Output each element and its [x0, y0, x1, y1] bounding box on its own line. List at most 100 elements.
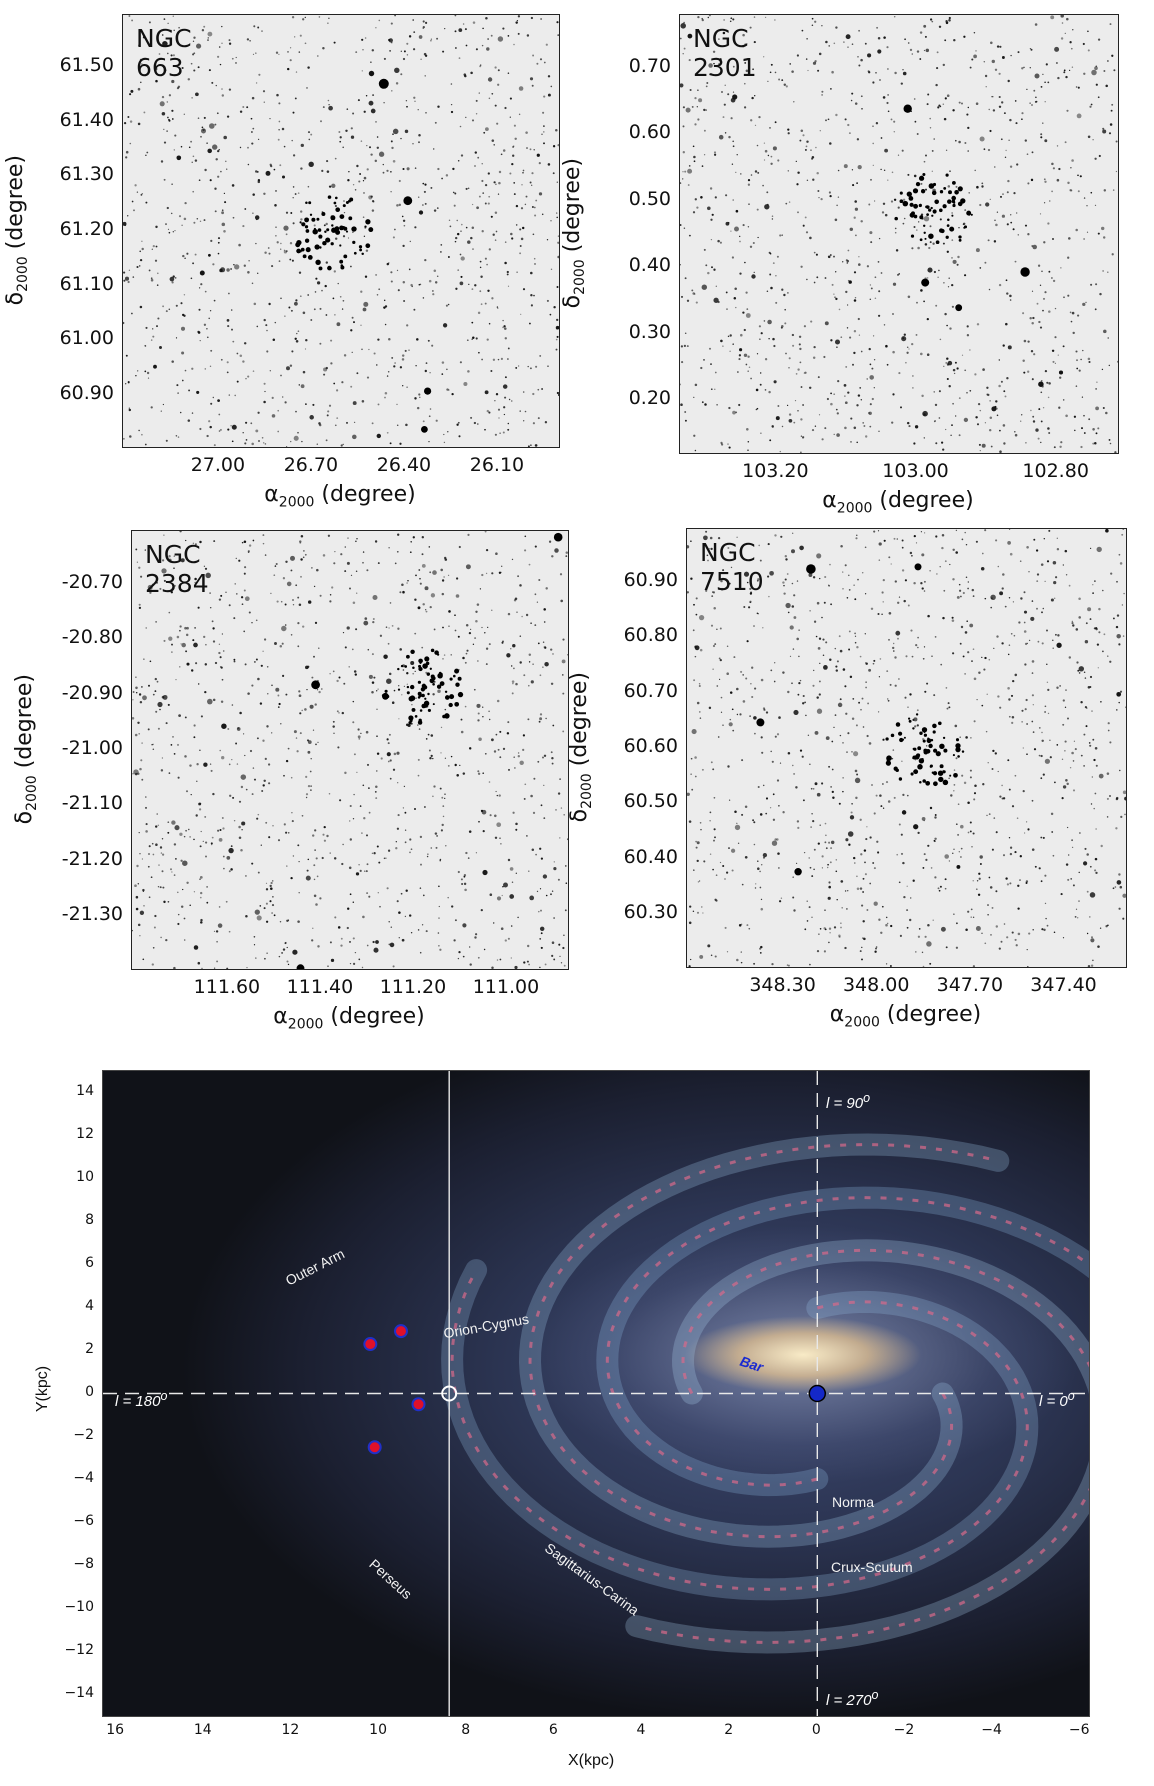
ra-tick-label: 26.70: [283, 454, 339, 476]
dec-tick-label: -21.10: [61, 792, 123, 815]
galaxy-x-tick-label: 2: [724, 1722, 734, 1738]
dec-tick-label: 61.10: [59, 272, 114, 295]
galaxy-x-tick-label: 12: [281, 1722, 300, 1738]
dec-tick-label: 0.20: [628, 387, 671, 410]
arm-star-forming-regions: [605, 1196, 1089, 1487]
dec-tick-label: 0.70: [628, 54, 671, 77]
dec-tick-label: 60.40: [623, 845, 678, 868]
dec-tick-label: -21.30: [61, 903, 123, 926]
arm-star-forming-regions: [635, 1248, 1089, 1645]
dec-tick-label: 0.50: [628, 187, 671, 210]
galaxy-x-tick-label: 0: [811, 1722, 821, 1738]
cluster-name: NGC 2384: [145, 540, 209, 598]
cluster-point: [363, 1337, 378, 1352]
galaxy-y-tick-label: 12: [76, 1125, 94, 1142]
ra-tick-label: 111.40: [286, 976, 354, 998]
galaxy-map-plot: [103, 1071, 1089, 1716]
ra-axis-label: α2000 (degree): [273, 1004, 425, 1033]
arm-star-forming-regions: [450, 1269, 1029, 1591]
galaxy-x-tick-label: 10: [369, 1722, 387, 1738]
dec-tick-label: 60.90: [59, 382, 114, 405]
ra-tick-label: 348.30: [749, 974, 816, 996]
galaxy-y-tick-label: 14: [76, 1082, 94, 1099]
dec-tick-label: 61.00: [59, 327, 114, 350]
galaxy-y-tick-label: −14: [64, 1684, 94, 1701]
star-field: [687, 529, 1126, 967]
galaxy-x-tick-label: 16: [106, 1722, 125, 1738]
star-field: [132, 531, 568, 969]
dec-tick-label: -20.70: [61, 570, 123, 593]
galaxy-x-tick-label: 8: [461, 1722, 471, 1738]
cluster-image: [686, 528, 1127, 968]
cluster-point: [367, 1440, 382, 1455]
ra-tick-label: 111.60: [193, 976, 261, 998]
arm-star-forming-regions: [528, 1142, 999, 1539]
cluster-point: [393, 1324, 408, 1339]
ra-axis-label: α2000 (degree): [822, 488, 974, 517]
ra-tick-label: 102.80: [1022, 460, 1089, 482]
dec-axis-label: δ2000 (degree): [2, 155, 32, 306]
cluster-image: [122, 14, 560, 448]
dec-tick-label: -21.00: [61, 737, 123, 759]
dec-tick-label: 60.80: [623, 624, 678, 647]
dec-axis-label: δ2000 (degree): [11, 674, 41, 825]
l270-label: l = 270o: [826, 1688, 879, 1709]
ra-tick-label: 103.00: [882, 460, 949, 482]
galaxy-y-tick-label: −8: [73, 1555, 94, 1572]
l90-label: l = 90o: [826, 1091, 871, 1112]
ra-tick-label: 111.00: [472, 976, 540, 998]
dec-tick-label: 60.60: [623, 735, 678, 757]
sun-marker: [441, 1385, 458, 1402]
ra-tick-label: 348.00: [842, 974, 910, 996]
dec-axis-label: δ2000 (degree): [559, 158, 589, 309]
galaxy-x-tick-label: −6: [1068, 1722, 1090, 1738]
dec-axis-label: δ2000 (degree): [566, 672, 596, 823]
cluster-point: [411, 1397, 426, 1412]
dec-tick-label: 61.40: [59, 108, 114, 131]
dec-tick-label: -20.80: [61, 626, 123, 649]
galaxy-y-tick-label: −10: [64, 1598, 94, 1615]
galaxy-map: Outer Arm Orion-Cygnus Perseus Sagittari…: [102, 1070, 1090, 1717]
dec-tick-label: 60.30: [623, 901, 678, 924]
cluster-name: NGC 2301: [693, 24, 757, 82]
cluster-name: NGC 7510: [700, 538, 764, 596]
star-field: [680, 15, 1118, 453]
galaxy-y-tick-label: −4: [73, 1469, 94, 1486]
dec-tick-label: 0.30: [628, 320, 671, 343]
galaxy-y-tick-label: 4: [85, 1297, 94, 1314]
galaxy-x-tick-label: 14: [193, 1722, 212, 1738]
dec-tick-label: -20.90: [61, 681, 123, 704]
arm-label-norma: Norma: [832, 1494, 875, 1510]
ra-tick-label: 103.20: [742, 460, 809, 482]
galaxy-y-tick-label: −12: [64, 1641, 94, 1658]
ra-tick-label: 27.00: [190, 454, 246, 476]
ra-tick-label: 111.20: [379, 976, 447, 998]
l180-label: l = 180o: [115, 1389, 168, 1410]
dec-tick-label: 60.90: [623, 568, 678, 591]
galaxy-x-tick-label: 6: [548, 1722, 558, 1738]
dec-tick-label: 61.20: [59, 218, 114, 240]
ra-tick-label: 347.70: [936, 974, 1004, 996]
cluster-image: [679, 14, 1119, 454]
dec-tick-label: 61.30: [59, 163, 114, 186]
ra-tick-label: 26.40: [376, 454, 432, 476]
star-field: [123, 15, 559, 447]
ra-axis-label: α2000 (degree): [264, 482, 416, 511]
galaxy-y-tick-label: −6: [73, 1512, 94, 1529]
galaxy-x-tick-label: −4: [981, 1722, 1002, 1738]
galaxy-x-axis-label: X(kpc): [568, 1752, 615, 1769]
dec-tick-label: 61.50: [59, 53, 114, 76]
galaxy-y-tick-label: 0: [85, 1383, 94, 1400]
galaxy-y-tick-label: 10: [76, 1168, 94, 1185]
dec-tick-label: 60.70: [623, 679, 678, 702]
galactic-center-point: [808, 1384, 827, 1403]
dec-tick-label: 0.40: [628, 254, 671, 277]
arm-label-crux: Crux-Scutum: [831, 1559, 913, 1575]
cluster-name: NGC 663: [136, 24, 192, 82]
dec-tick-label: 0.60: [628, 121, 671, 144]
cluster-image: [131, 530, 569, 970]
l0-label: l = 0o: [1039, 1389, 1075, 1410]
ra-axis-label: α2000 (degree): [829, 1002, 982, 1031]
galaxy-x-tick-label: 4: [636, 1722, 646, 1738]
galaxy-y-axis-label: Y(kpc): [34, 1365, 52, 1413]
